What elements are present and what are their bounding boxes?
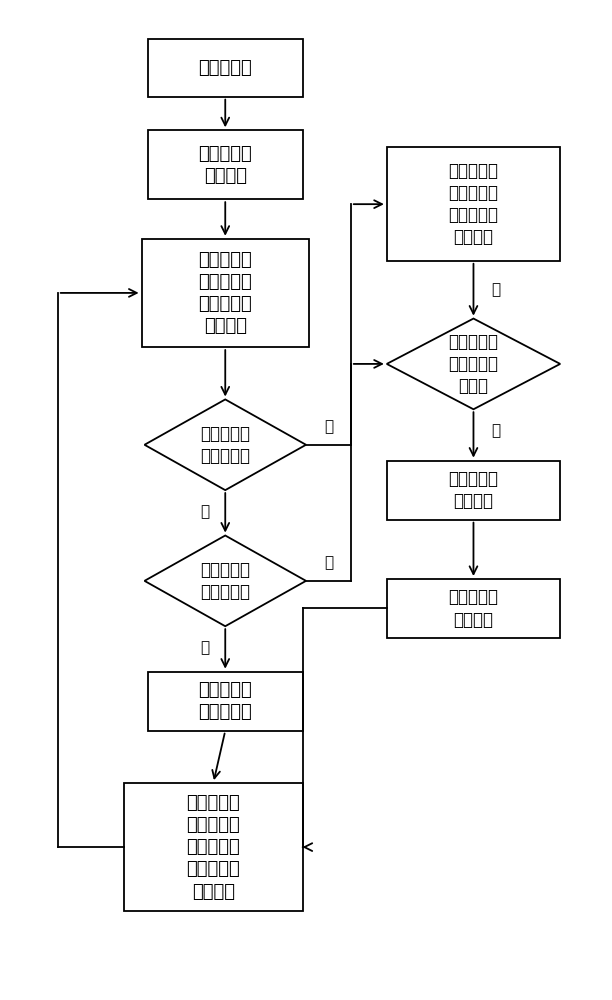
Text: 系统初始化: 系统初始化	[198, 59, 252, 77]
Text: 该组件继续
占用时间片: 该组件继续 占用时间片	[198, 681, 252, 721]
Bar	[147, 130, 303, 199]
Text: 重新计算时
间片阈值: 重新计算时 间片阈值	[449, 588, 498, 629]
Polygon shape	[144, 399, 306, 490]
Text: 当有组件满
足本组件数
据量大于本
组件阈值: 当有组件满 足本组件数 据量大于本 组件阈值	[198, 251, 252, 335]
Text: 占用时间片
的组件进行
合并操作，
并记录合并
消耗时间: 占用时间片 的组件进行 合并操作， 并记录合并 消耗时间	[187, 794, 240, 901]
Text: 否: 否	[324, 420, 333, 435]
Text: 是否有组件
占用时间片: 是否有组件 占用时间片	[200, 425, 250, 465]
Bar	[387, 461, 560, 520]
Text: 否: 否	[200, 640, 209, 655]
Text: 是: 是	[200, 504, 209, 519]
Text: 否: 否	[491, 282, 501, 297]
Bar	[147, 672, 303, 731]
Text: 通过计算组
件分数，确
定占用时间
片的组件: 通过计算组 件分数，确 定占用时间 片的组件	[449, 162, 498, 246]
Bar	[141, 239, 309, 347]
Polygon shape	[144, 536, 306, 626]
Text: 相邻组件占
用时间片: 相邻组件占 用时间片	[449, 470, 498, 510]
Text: 是: 是	[491, 423, 501, 438]
Text: 相邻组件是
否可以占用
时间片: 相邻组件是 否可以占用 时间片	[449, 333, 498, 395]
Bar	[124, 783, 303, 911]
Bar	[387, 579, 560, 638]
Text: 是: 是	[324, 556, 333, 571]
Bar	[147, 39, 303, 97]
Bar	[387, 147, 560, 261]
Polygon shape	[387, 319, 560, 409]
Text: 时间片使用
权限置空: 时间片使用 权限置空	[198, 145, 252, 185]
Text: 是否该取消
其占用权限: 是否该取消 其占用权限	[200, 561, 250, 601]
